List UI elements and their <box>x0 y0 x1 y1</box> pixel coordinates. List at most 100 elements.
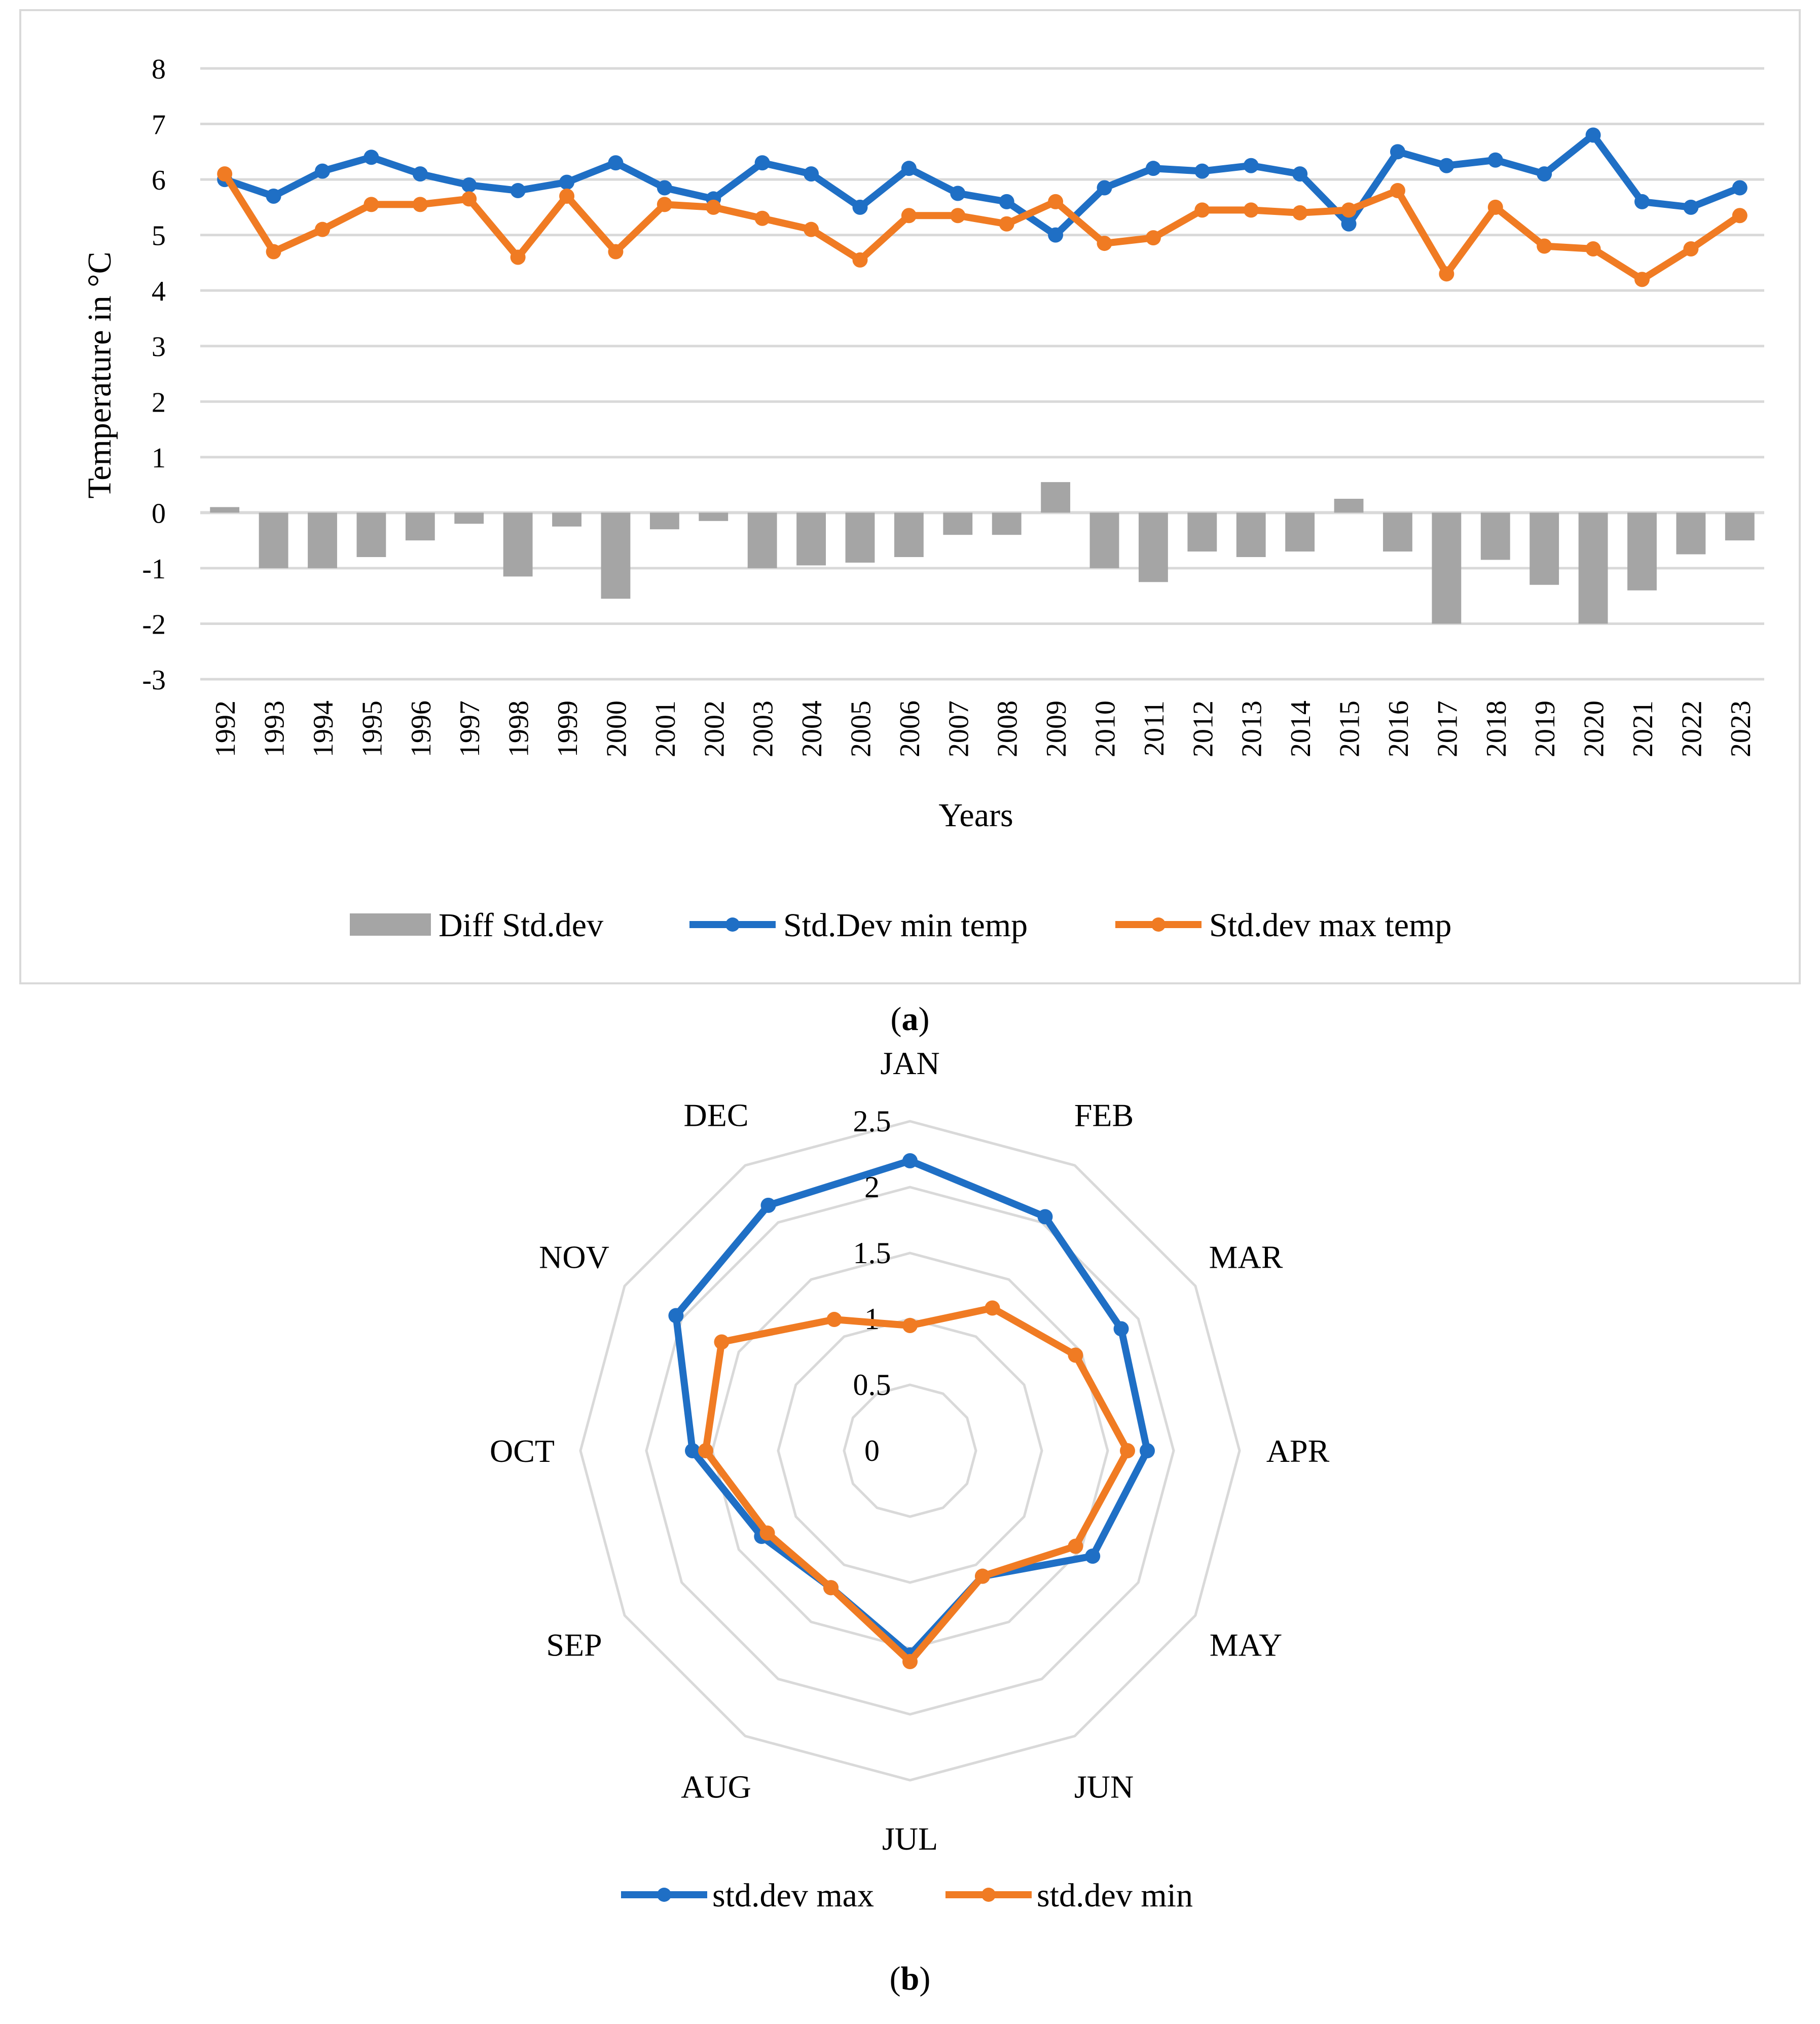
bar-diff-2021 <box>1627 512 1657 591</box>
point-max-2000 <box>608 244 624 260</box>
radar-point-max-APR <box>1140 1443 1155 1458</box>
point-min-2020 <box>1585 127 1601 143</box>
radar-tick-label: 1.5 <box>853 1236 891 1270</box>
x-tick-label: 2002 <box>699 701 730 757</box>
point-min-2010 <box>1097 180 1112 196</box>
point-min-1999 <box>559 174 575 190</box>
y-tick-label: -3 <box>142 665 166 696</box>
bar-diff-2000 <box>601 512 631 599</box>
point-min-2006 <box>901 161 917 176</box>
x-tick-label: 1997 <box>454 701 486 757</box>
bar-diff-2013 <box>1236 512 1266 557</box>
x-tick-label: 2018 <box>1481 701 1512 757</box>
y-tick-label: 5 <box>152 220 166 252</box>
x-tick-label: 1993 <box>259 701 290 757</box>
radar-point-min-NOV <box>714 1334 730 1350</box>
point-max-1996 <box>412 197 428 212</box>
x-tick-label: 2015 <box>1334 701 1366 757</box>
point-min-2012 <box>1194 163 1210 179</box>
point-max-2017 <box>1439 266 1454 282</box>
bar-diff-1992 <box>210 507 240 513</box>
x-tick-label: 2022 <box>1676 701 1707 757</box>
caption-a-letter: a <box>902 1001 919 1038</box>
x-tick-label: 1992 <box>210 701 241 757</box>
point-min-2009 <box>1048 227 1064 243</box>
x-tick-label: 2007 <box>943 701 974 757</box>
bar-diff-1999 <box>552 512 581 527</box>
point-max-2004 <box>804 222 819 237</box>
point-min-2003 <box>754 155 770 171</box>
caption-b: (b) <box>890 1960 931 1997</box>
legend-marker-stddev-max <box>657 1888 671 1902</box>
bar-diff-2003 <box>747 512 777 568</box>
x-tick-label: 2019 <box>1530 701 1561 757</box>
radar-point-max-JAN <box>902 1153 918 1168</box>
bar-diff-2011 <box>1139 512 1168 582</box>
point-max-2009 <box>1048 194 1064 209</box>
bar-diff-2004 <box>796 512 826 566</box>
y-axis-label: Temperature in °C <box>81 251 118 498</box>
point-max-2001 <box>657 197 672 212</box>
x-tick-label: 2004 <box>796 701 828 757</box>
radar-point-min-AUG <box>823 1580 839 1596</box>
point-max-2023 <box>1732 208 1748 224</box>
point-min-2011 <box>1145 161 1161 176</box>
x-tick-label: 2009 <box>1041 701 1072 757</box>
point-max-2021 <box>1634 272 1650 287</box>
bar-diff-2008 <box>992 512 1022 535</box>
legend-b: std.dev max std.dev min <box>621 1877 1193 1914</box>
point-max-2020 <box>1585 241 1601 257</box>
point-min-2008 <box>999 194 1014 209</box>
bar-diff-2001 <box>649 512 679 530</box>
point-max-1993 <box>266 244 281 260</box>
bar-diff-1998 <box>503 512 533 577</box>
point-min-2023 <box>1732 180 1748 196</box>
point-max-2022 <box>1683 241 1699 257</box>
y-tick-label: -1 <box>142 554 166 585</box>
bar-diff-1994 <box>308 512 337 568</box>
point-min-1995 <box>363 150 379 165</box>
radar-point-max-NOV <box>668 1308 684 1323</box>
radar-category-label: SEP <box>546 1627 602 1663</box>
y-tick-label: 1 <box>152 443 166 474</box>
bar-diff-2019 <box>1530 512 1559 585</box>
radar-category-label: JAN <box>880 1045 939 1081</box>
radar-point-min-MAY <box>1068 1538 1083 1554</box>
radar-ring-2 <box>711 1252 1109 1650</box>
bar-diff-2005 <box>845 512 875 563</box>
bar-diff-2009 <box>1041 482 1071 513</box>
x-tick-label: 1996 <box>406 701 437 757</box>
radar-ring-0 <box>843 1383 977 1518</box>
radar-category-label: OCT <box>490 1433 555 1469</box>
radar-category-label: FEB <box>1074 1097 1134 1133</box>
point-max-2007 <box>950 208 966 224</box>
point-min-2007 <box>950 186 966 201</box>
radar-point-max-OCT <box>685 1443 700 1458</box>
legend-a: Diff Std.dev Std.Dev min temp Std.dev ma… <box>350 907 1451 944</box>
point-min-2018 <box>1487 152 1503 168</box>
legend-label-stddev-min: std.dev min <box>1037 1877 1193 1914</box>
y-tick-label: 8 <box>152 54 166 85</box>
point-max-2016 <box>1390 183 1405 198</box>
x-tick-label: 2021 <box>1627 701 1659 757</box>
x-tick-label: 2011 <box>1139 701 1170 756</box>
bar-diff-2016 <box>1383 512 1412 552</box>
caption-b-letter: b <box>901 1960 920 1997</box>
point-min-2021 <box>1634 194 1650 209</box>
radar-point-max-MAR <box>1113 1321 1129 1337</box>
point-min-1997 <box>461 177 477 193</box>
caption-a: (a) <box>891 1001 930 1038</box>
point-max-2008 <box>999 216 1014 232</box>
legend-label-diff: Diff Std.dev <box>439 907 603 944</box>
radar-category-label: APR <box>1266 1433 1330 1469</box>
x-tick-label: 2008 <box>992 701 1024 757</box>
radar-point-max-MAY <box>1085 1549 1101 1564</box>
radar-point-min-OCT <box>698 1443 713 1458</box>
x-tick-label: 2005 <box>845 701 877 757</box>
x-tick-label: 2001 <box>650 701 681 757</box>
point-min-2005 <box>852 199 868 215</box>
x-tick-label: 2000 <box>601 701 632 757</box>
bar-diff-1997 <box>454 512 484 524</box>
point-max-2010 <box>1097 236 1112 251</box>
